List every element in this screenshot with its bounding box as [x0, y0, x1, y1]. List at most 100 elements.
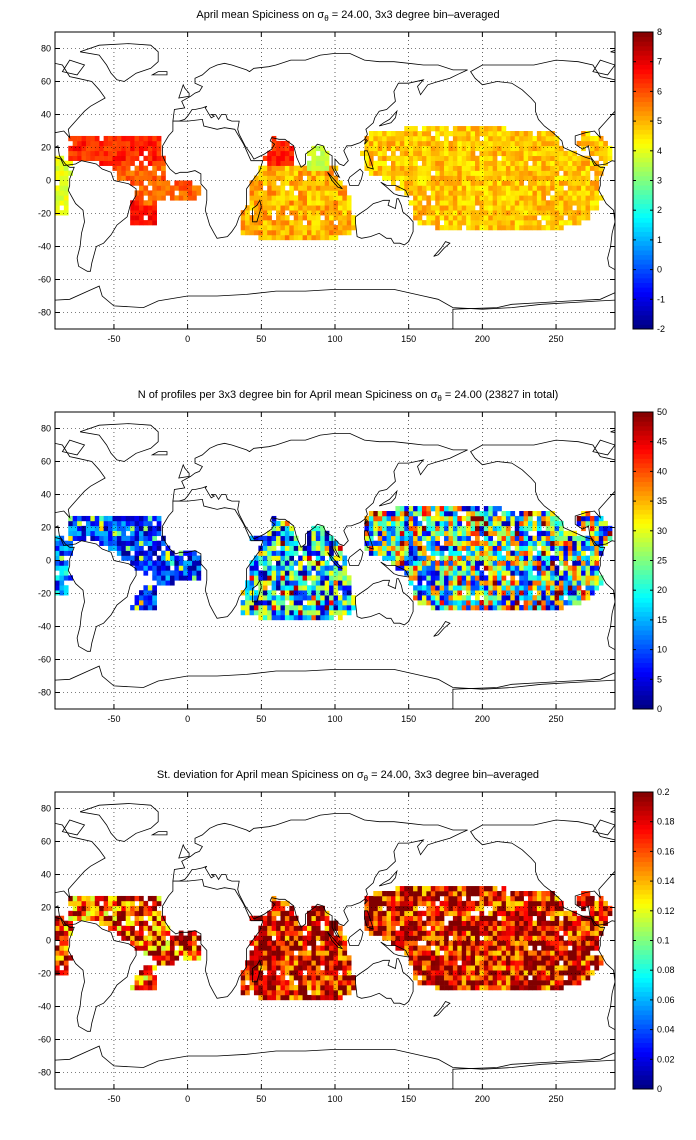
heatmap-cell	[72, 910, 78, 917]
heatmap-cell	[488, 955, 493, 961]
heatmap-cell	[169, 940, 175, 946]
heatmap-cell	[55, 195, 60, 201]
heatmap-cell	[554, 165, 560, 171]
heatmap-cell	[532, 940, 538, 946]
heatmap-cell	[448, 150, 454, 157]
heatmap-cell	[262, 595, 268, 601]
heatmap-cell	[386, 155, 392, 161]
heatmap-cell	[541, 585, 547, 591]
heatmap-cell	[152, 135, 157, 142]
heatmap-cell	[320, 195, 325, 201]
heatmap-cell	[550, 520, 555, 527]
heatmap-cell	[594, 140, 600, 147]
heatmap-cell	[276, 195, 281, 201]
heatmap-cell	[505, 560, 511, 566]
heatmap-cell	[519, 935, 524, 941]
heatmap-cell	[470, 585, 476, 591]
heatmap-cell	[413, 925, 418, 931]
heatmap-cell	[94, 520, 100, 527]
heatmap-cell	[152, 905, 157, 912]
heatmap-cell	[289, 555, 295, 561]
heatmap-cell	[501, 170, 507, 176]
heatmap-cell	[276, 575, 281, 581]
heatmap-cell	[320, 990, 325, 996]
heatmap-cell	[461, 965, 467, 971]
heatmap-cell	[492, 545, 498, 551]
heatmap-cell	[324, 980, 330, 986]
heatmap-cell	[554, 515, 560, 522]
heatmap-cell	[483, 945, 489, 951]
heatmap-cell	[523, 150, 529, 157]
heatmap-cell	[324, 180, 330, 186]
heatmap-cell	[373, 135, 379, 142]
heatmap-cell	[488, 945, 493, 951]
heatmap-cell	[567, 190, 573, 196]
heatmap-cell	[315, 160, 321, 166]
heatmap-cell	[452, 570, 458, 576]
heatmap-cell	[408, 540, 414, 546]
heatmap-cell	[435, 965, 440, 971]
heatmap-cell	[192, 190, 197, 196]
heatmap-cell	[519, 900, 524, 907]
heatmap-cell	[333, 185, 339, 191]
heatmap-cell	[576, 585, 582, 591]
heatmap-cell	[404, 131, 409, 137]
heatmap-cell	[461, 585, 467, 591]
heatmap-cell	[470, 170, 476, 176]
heatmap-cell	[563, 155, 569, 161]
heatmap-cell	[488, 160, 493, 166]
colorbar-segment	[633, 541, 653, 547]
heatmap-cell	[59, 940, 65, 946]
coastline	[150, 451, 168, 456]
heatmap-cell	[99, 150, 104, 157]
heatmap-cell	[130, 160, 135, 166]
heatmap-cell	[55, 560, 60, 566]
heatmap-cell	[572, 960, 577, 966]
heatmap-cell	[333, 560, 339, 566]
heatmap-cell	[408, 190, 414, 196]
heatmap-cell	[320, 190, 325, 196]
heatmap-cell	[417, 195, 423, 201]
heatmap-cell	[116, 150, 122, 157]
heatmap-cell	[59, 185, 65, 191]
heatmap-cell	[333, 990, 339, 996]
heatmap-cell	[439, 905, 445, 912]
heatmap-cell	[475, 515, 480, 522]
heatmap-cell	[497, 945, 502, 951]
heatmap-cell	[545, 185, 551, 191]
heatmap-cell	[311, 955, 317, 961]
heatmap-cell	[249, 205, 255, 211]
heatmap-cell	[461, 175, 467, 181]
heatmap-cell	[444, 945, 449, 951]
heatmap-cell	[444, 165, 449, 171]
heatmap-cell	[439, 511, 445, 517]
heatmap-cell	[554, 545, 560, 551]
heatmap-cell	[391, 155, 396, 161]
colorbar-segment	[633, 518, 653, 524]
heatmap-cell	[329, 965, 334, 971]
heatmap-cell	[262, 600, 268, 606]
heatmap-cell	[253, 185, 259, 191]
heatmap-cell	[475, 190, 480, 196]
heatmap-cell	[510, 145, 516, 152]
heatmap-cell	[528, 550, 533, 556]
heatmap-cell	[510, 910, 516, 917]
heatmap-cell	[337, 990, 343, 996]
heatmap-cell	[594, 585, 600, 591]
heatmap-cell	[342, 585, 348, 591]
heatmap-cell	[435, 210, 440, 216]
heatmap-cell	[483, 605, 489, 611]
heatmap-cell	[559, 545, 564, 551]
heatmap-cell	[368, 535, 374, 541]
heatmap-cell	[276, 994, 281, 1001]
heatmap-cell	[249, 585, 255, 591]
heatmap-cell	[470, 175, 476, 181]
heatmap-cell	[466, 590, 471, 596]
heatmap-cell	[156, 155, 162, 161]
heatmap-cell	[280, 955, 286, 961]
heatmap-cell	[550, 570, 555, 576]
colorbar-segment	[633, 690, 653, 696]
heatmap-cell	[563, 150, 569, 157]
heatmap-cell	[559, 975, 564, 981]
heatmap-cell	[289, 605, 295, 611]
